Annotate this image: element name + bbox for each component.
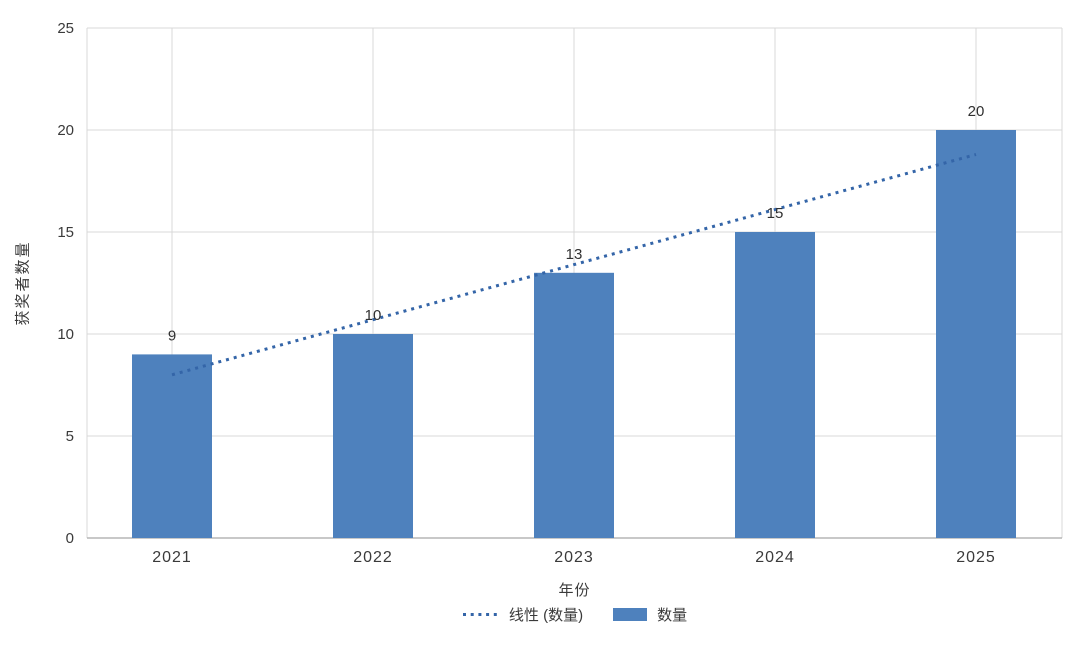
data-label: 9 (168, 327, 176, 344)
y-tick-label: 15 (57, 224, 74, 241)
bar-2021 (132, 354, 212, 538)
x-tick-label: 2024 (755, 549, 795, 566)
data-label: 13 (566, 246, 583, 263)
y-tick-label: 20 (57, 122, 74, 139)
legend-item-trendline: 线性 (数量) (462, 604, 583, 625)
bar-swatch-icon (613, 607, 648, 621)
y-tick-label: 0 (66, 530, 74, 547)
x-axis-title: 年份 (558, 582, 591, 599)
data-label: 20 (968, 103, 985, 120)
bar-2022 (333, 334, 413, 538)
bar-2025 (936, 130, 1016, 538)
bar-2023 (534, 272, 614, 538)
data-label: 10 (365, 307, 382, 324)
trendline (171, 153, 977, 377)
y-tick-label: 5 (66, 428, 74, 445)
legend-label-trendline: 线性 (数量) (508, 606, 584, 624)
data-label: 15 (767, 205, 784, 222)
legend-item-series: 数量 (613, 604, 687, 625)
y-tick-label: 10 (57, 326, 74, 343)
x-tick-label: 2023 (554, 549, 594, 566)
legend-label-series: 数量 (657, 606, 688, 624)
x-tick-label: 2021 (152, 549, 192, 566)
x-tick-label: 2025 (956, 549, 996, 566)
y-tick-label: 25 (57, 20, 74, 37)
x-tick-label: 2022 (353, 549, 393, 566)
bar-2024 (735, 232, 815, 538)
dotted-line-icon (462, 612, 499, 616)
legend: 线性 (数量) 数量 (87, 603, 1062, 625)
